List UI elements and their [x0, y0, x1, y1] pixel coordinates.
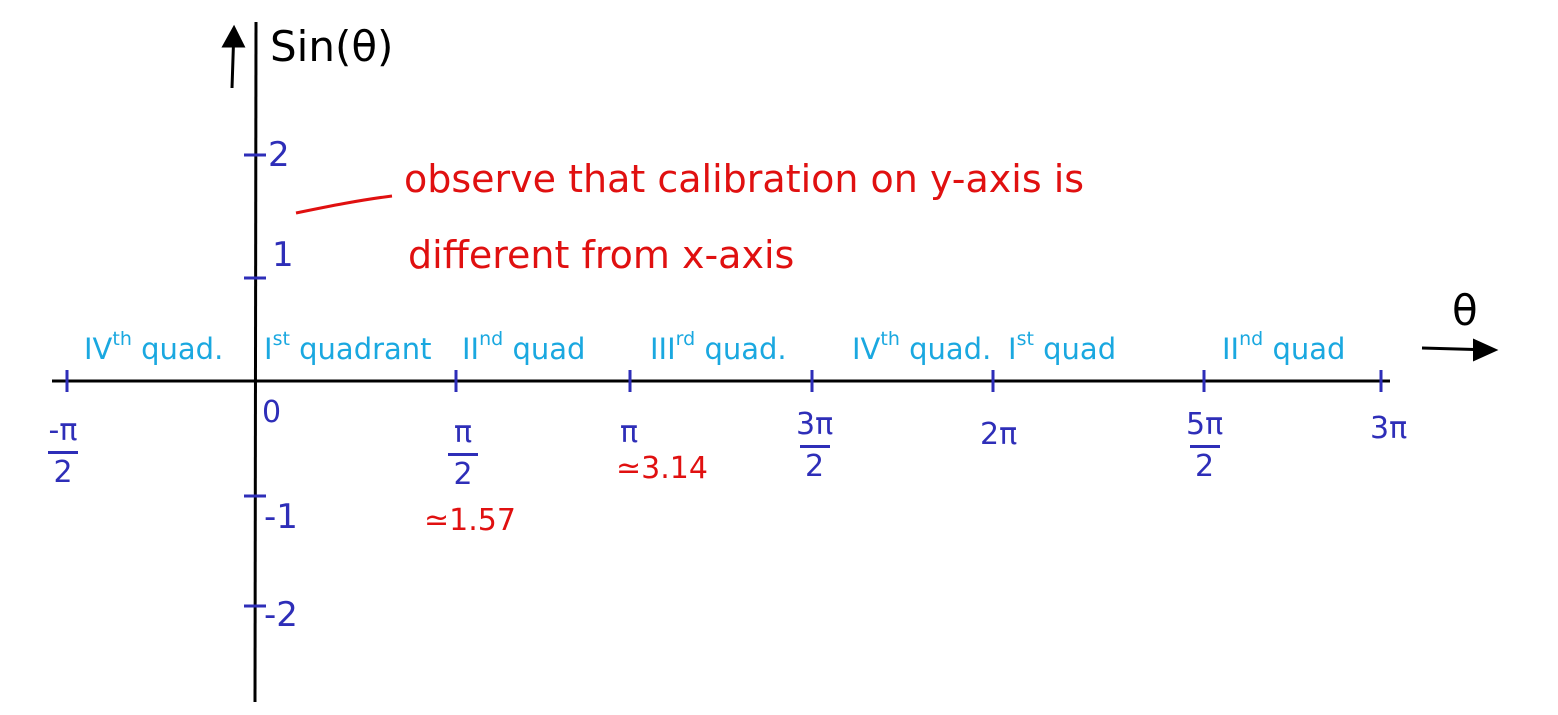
y-tick-label: 1 [272, 235, 294, 275]
x-tick-numerator: -π [48, 413, 78, 448]
quadrant-suffix: st [1016, 328, 1034, 350]
quadrant-numeral: IV [84, 332, 113, 366]
quadrant-label: IInd quad [462, 330, 585, 364]
quadrant-numeral: I [1008, 332, 1017, 366]
quadrant-numeral: I [264, 332, 273, 366]
quadrant-suffix: rd [675, 328, 696, 350]
y-axis-title: Sin(θ) [270, 22, 394, 71]
x-tick-label-pi-over-2: π 2 [448, 418, 478, 490]
y-tick-label: -2 [264, 595, 298, 635]
x-tick-denominator: 2 [453, 457, 473, 492]
x-tick-label-5pi-over-2: 5π 2 [1186, 410, 1223, 482]
x-tick-label-2pi: 2π [980, 417, 1018, 452]
x-axis-title: θ [1452, 286, 1478, 335]
x-tick-label-zero: 0 [262, 395, 282, 430]
fraction-bar [799, 445, 830, 448]
x-tick-label-neg-pi-over-2: -π 2 [48, 416, 78, 488]
quadrant-suffix: th [112, 328, 132, 350]
x-tick-numerator: 3π [796, 407, 834, 442]
quadrant-numeral: II [462, 332, 480, 366]
x-tick-denominator: 2 [805, 449, 825, 484]
x-tick-label-3pi: 3π [1370, 411, 1408, 446]
approx-pi-over-2: ≃1.57 [424, 503, 516, 538]
x-tick-numerator: 5π [1186, 407, 1224, 442]
quadrant-word: quad. [704, 332, 787, 366]
fraction-bar [48, 451, 78, 454]
quadrant-label: IVth quad. [852, 330, 991, 364]
quadrant-word: quad. [909, 332, 992, 366]
quadrant-suffix: nd [1239, 328, 1264, 350]
approx-pi: ≃3.14 [616, 451, 708, 486]
quadrant-word: quadrant [299, 332, 432, 366]
quadrant-numeral: IV [852, 332, 881, 366]
x-tick-denominator: 2 [53, 455, 73, 490]
x-tick-denominator: 2 [1195, 449, 1215, 484]
quadrant-suffix: st [272, 328, 290, 350]
x-axis-arrow-head [1473, 338, 1499, 362]
x-tick-label-pi: π [620, 415, 639, 450]
x-tick-marks [65, 370, 1383, 392]
fraction-bar [448, 453, 478, 456]
quadrant-numeral: III [650, 332, 676, 366]
quadrant-word: quad [1043, 332, 1117, 366]
quadrant-word: quad [512, 332, 586, 366]
y-tick-label: 2 [268, 135, 290, 175]
quadrant-label: IIIrd quad. [650, 330, 787, 364]
quadrant-label: Ist quadrant [264, 330, 432, 364]
y-tick-marks [244, 153, 266, 608]
quadrant-word: quad [1272, 332, 1346, 366]
quadrant-numeral: II [1222, 332, 1240, 366]
y-tick-label: -1 [264, 497, 298, 537]
annotation-line-2: different from x-axis [408, 233, 795, 277]
quadrant-label: IVth quad. [84, 330, 223, 364]
quadrant-suffix: nd [479, 328, 504, 350]
quadrant-word: quad. [141, 332, 224, 366]
quadrant-label: IInd quad [1222, 330, 1345, 364]
quadrant-label: Ist quad [1008, 330, 1116, 364]
annotation-line-1: observe that calibration on y-axis is [404, 157, 1085, 201]
fraction-bar [1189, 445, 1220, 448]
y-axis-arrow [221, 24, 246, 89]
y-axis-line [253, 21, 258, 703]
quadrant-suffix: th [880, 328, 900, 350]
annotation-pointer [295, 194, 393, 215]
x-tick-label-3pi-over-2: 3π 2 [796, 410, 833, 482]
x-tick-numerator: π [453, 415, 473, 450]
